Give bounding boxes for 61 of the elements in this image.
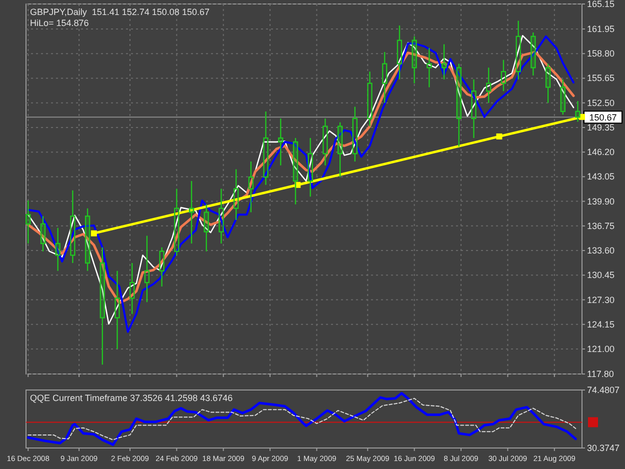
candlestick [337, 122, 343, 178]
candlestick [545, 63, 551, 104]
candlestick [218, 188, 224, 244]
candlestick [412, 36, 417, 84]
candlestick [516, 20, 521, 80]
y-tick-label: 165.15 [587, 0, 615, 9]
candlestick [322, 118, 328, 166]
candlestick [248, 160, 254, 213]
y-tick-label: 152.50 [587, 98, 615, 108]
y-tick-label: 161.95 [587, 24, 615, 34]
y-tick-label: 143.05 [587, 172, 615, 182]
y-tick-label: 127.30 [587, 294, 615, 305]
candlestick [396, 24, 402, 80]
candlestick [204, 204, 209, 252]
text: HiLo= 154.876 [30, 18, 89, 28]
point [579, 114, 585, 120]
candlestick [26, 200, 31, 244]
y-tick-label: 139.90 [587, 196, 615, 206]
candlestick [144, 235, 150, 303]
candlestick [441, 44, 447, 80]
candlestick [159, 246, 164, 288]
candlestick [278, 118, 284, 166]
y-tick-label: 30.3747 [587, 443, 620, 453]
y-tick-label: 74.4807 [587, 385, 620, 395]
y-tick-label: 158.80 [587, 48, 615, 59]
candlestick [382, 51, 388, 104]
y-tick-label: 149.35 [587, 122, 615, 132]
y-tick-label: 117.80 [587, 369, 614, 379]
point [496, 133, 502, 140]
line-series [26, 392, 577, 446]
candlestick [114, 270, 120, 350]
point [90, 230, 97, 236]
y-tick-label: 133.60 [587, 246, 615, 256]
y-tick-label: 124.15 [587, 319, 615, 330]
chart-title: GBPJPY,Daily 151.41 152.74 150.08 150.67 [30, 7, 210, 17]
candlestick [233, 168, 239, 221]
candlestick [560, 78, 566, 116]
y-tick-label: 136.75 [587, 220, 615, 231]
y-tick-label: 130.45 [587, 270, 615, 280]
y-tick-label: 146.20 [587, 147, 615, 158]
chart-title: QQE Current Timeframe 37.3526 41.2598 43.6746 [30, 393, 233, 403]
candlestick [55, 227, 60, 272]
candlestick [263, 110, 268, 186]
candlestick [100, 246, 105, 366]
candlestick [70, 190, 76, 264]
ref-line-label: 150.67 [589, 112, 617, 123]
y-tick-label: 155.65 [587, 73, 615, 84]
candlestick [426, 48, 432, 88]
candlestick [456, 63, 462, 148]
candlestick [188, 180, 194, 244]
candlestick [352, 106, 358, 162]
candlestick [486, 67, 492, 104]
candlestick [174, 188, 180, 256]
candlestick [530, 32, 536, 76]
candlestick [367, 70, 372, 127]
y-tick-label: 121.00 [587, 344, 615, 354]
candlestick [471, 78, 476, 139]
candlestick [130, 262, 135, 314]
candlestick [40, 216, 46, 252]
candlestick [500, 59, 506, 92]
candlestick [308, 137, 313, 198]
